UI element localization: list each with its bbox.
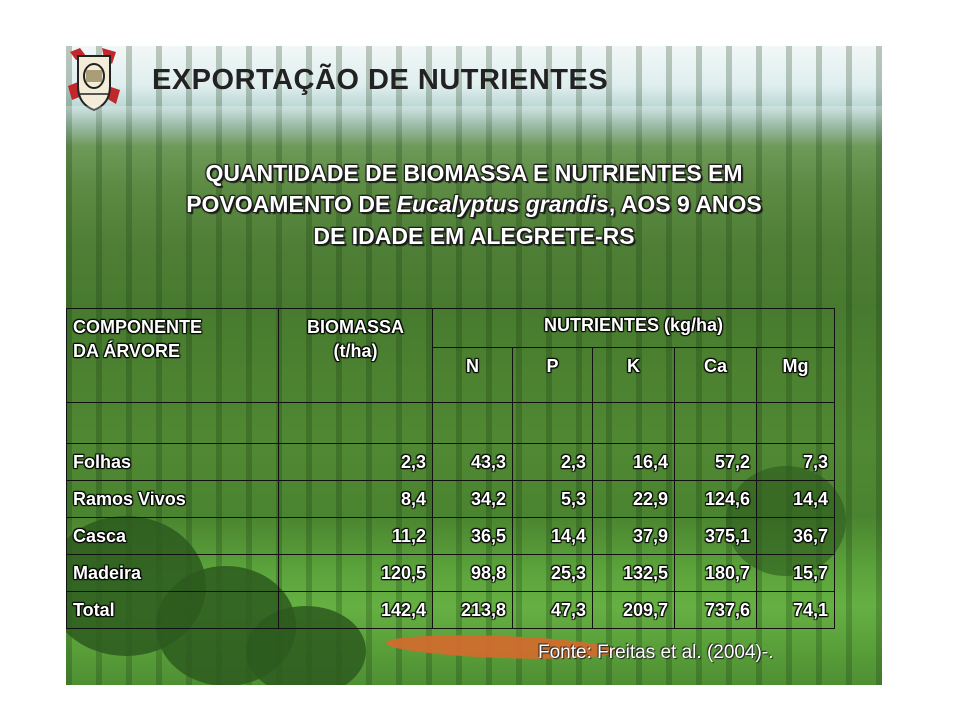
cell-component: Casca	[66, 517, 279, 555]
cell-component: Folhas	[66, 443, 279, 481]
cell-n: 34,2	[432, 480, 513, 518]
cell-p: 2,3	[512, 443, 593, 481]
caption-line-2b: , AOS 9 ANOS	[608, 191, 762, 218]
spacer-cell	[66, 402, 279, 444]
cell-biomass: 8,4	[278, 480, 433, 518]
cell-ca: 180,7	[674, 554, 757, 592]
header-element-n: N	[432, 347, 513, 403]
header-component-line1: COMPONENTE	[73, 317, 203, 337]
spacer-cell	[278, 402, 433, 444]
cell-component: Ramos Vivos	[66, 480, 279, 518]
cell-mg: 15,7	[755, 554, 836, 592]
header-element-p: P	[512, 347, 593, 403]
cell-k: 16,4	[592, 443, 675, 481]
header-component: COMPONENTE DA ÁRVORE	[66, 308, 279, 403]
header-element-mg: Mg	[755, 347, 836, 403]
spacer-cell	[512, 402, 593, 444]
spacer-cell	[432, 402, 513, 444]
nutrients-table: COMPONENTE DA ÁRVORE BIOMASSA (t/ha) NUT…	[66, 308, 836, 629]
cell-ca: 375,1	[674, 517, 757, 555]
table-row-casca: Casca 11,2 36,5 14,4 37,9 375,1 36,7	[66, 517, 836, 555]
cell-mg: 14,4	[755, 480, 836, 518]
cell-mg: 7,3	[755, 443, 836, 481]
cell-k: 132,5	[592, 554, 675, 592]
cell-k: 37,9	[592, 517, 675, 555]
header-row: COMPONENTE DA ÁRVORE BIOMASSA (t/ha) NUT…	[66, 308, 836, 403]
caption-line-1: QUANTIDADE DE BIOMASSA E NUTRIENTES EM	[205, 160, 743, 186]
cell-biomass: 11,2	[278, 517, 433, 555]
cell-mg: 74,1	[755, 591, 836, 629]
caption-line-3: DE IDADE EM ALEGRETE-RS	[313, 222, 635, 249]
header-biomass-line1: BIOMASSA	[306, 317, 404, 337]
cell-ca: 124,6	[674, 480, 757, 518]
spacer-cell	[592, 402, 675, 444]
header-nutrients: NUTRIENTES (kg/ha)	[431, 308, 836, 348]
table-row-folhas: Folhas 2,3 43,3 2,3 16,4 57,2 7,3	[66, 443, 836, 481]
slide-title: EXPORTAÇÃO DE NUTRIENTES	[152, 64, 609, 96]
table-row-total: Total 142,4 213,8 47,3 209,7 737,6 74,1	[66, 591, 836, 629]
slide: EXPORTAÇÃO DE NUTRIENTES QUANTIDADE DE B…	[66, 46, 882, 685]
spacer-cell	[755, 402, 836, 444]
cell-ca: 737,6	[674, 591, 757, 629]
cell-k: 22,9	[592, 480, 675, 518]
table-row-madeira: Madeira 120,5 98,8 25,3 132,5 180,7 15,7	[66, 554, 836, 592]
header-element-k: K	[592, 347, 675, 403]
header-biomass-line2: (t/ha)	[333, 341, 378, 362]
table-caption: QUANTIDADE DE BIOMASSA E NUTRIENTES EM P…	[66, 158, 882, 252]
source-citation: Fonte: Freitas et al. (2004)-.	[538, 642, 774, 663]
cell-n: 43,3	[432, 443, 513, 481]
header-component-line2: DA ÁRVORE	[73, 341, 181, 362]
cell-ca: 57,2	[674, 443, 757, 481]
cell-n: 213,8	[432, 591, 513, 629]
table-row-ramos-vivos: Ramos Vivos 8,4 34,2 5,3 22,9 124,6 14,4	[66, 480, 836, 518]
cell-biomass: 120,5	[278, 554, 433, 592]
cell-mg: 36,7	[755, 517, 836, 555]
spacer-row	[66, 402, 836, 444]
cell-component: Total	[66, 591, 279, 629]
spacer-cell	[674, 402, 757, 444]
species-name: Eucalyptus grandis	[396, 191, 609, 218]
university-crest-logo	[68, 48, 120, 112]
cell-p: 47,3	[512, 591, 593, 629]
header-elements-row: N P K Ca Mg	[67, 347, 836, 403]
cell-component: Madeira	[66, 554, 279, 592]
cell-biomass: 142,4	[278, 591, 433, 629]
cell-n: 98,8	[432, 554, 513, 592]
header-biomass: BIOMASSA (t/ha)	[278, 308, 433, 403]
cell-p: 5,3	[512, 480, 593, 518]
cell-n: 36,5	[432, 517, 513, 555]
header-element-ca: Ca	[674, 347, 757, 403]
cell-biomass: 2,3	[278, 443, 433, 481]
cell-k: 209,7	[592, 591, 675, 629]
cell-p: 25,3	[512, 554, 593, 592]
caption-line-2a: POVOAMENTO DE	[186, 191, 397, 218]
cell-p: 14,4	[512, 517, 593, 555]
